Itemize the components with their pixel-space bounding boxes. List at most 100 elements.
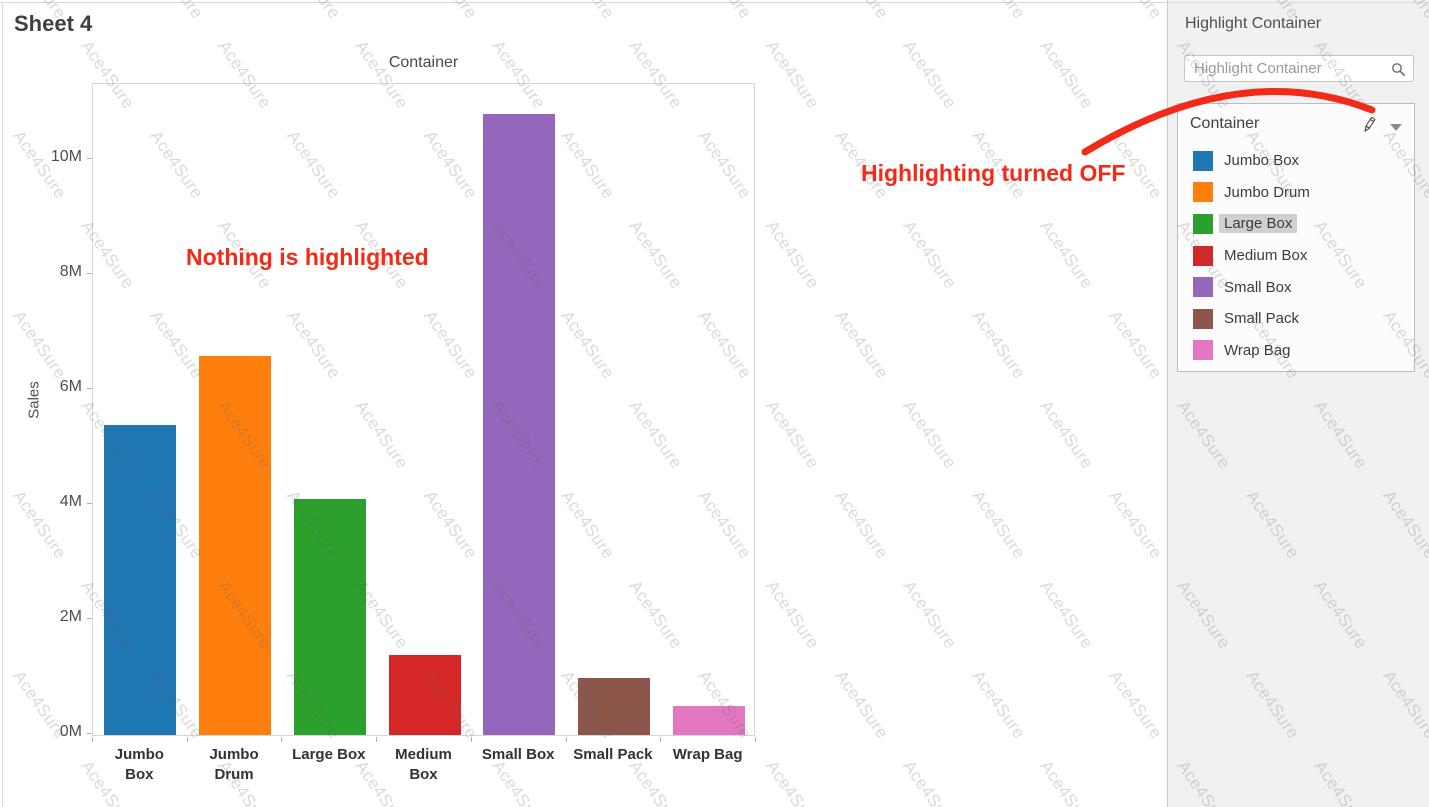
x-tick-mark: [281, 737, 283, 742]
bar-large-box[interactable]: [293, 499, 366, 735]
x-tick-mark: [660, 737, 662, 742]
watermark-text: Ace4Sure: [968, 487, 1030, 563]
watermark-text: Ace4Sure: [283, 0, 344, 23]
watermark-text: Ace4Sure: [762, 397, 824, 473]
watermark-text: Ace4Sure: [0, 757, 1, 807]
y-tick-label: 6M: [59, 378, 82, 395]
watermark-text: Ace4Sure: [762, 757, 824, 807]
x-axis-label-medium-box[interactable]: Medium Box: [395, 746, 452, 783]
x-axis-label-large-box[interactable]: Large Box: [292, 746, 366, 763]
y-tick-label: 4M: [59, 493, 82, 510]
watermark-text: Ace4Sure: [420, 0, 481, 23]
legend-title: Container: [1190, 115, 1260, 132]
x-tick-mark: [470, 737, 472, 742]
canvas-left-border: [2, 2, 3, 807]
watermark-text: Ace4Sure: [831, 487, 893, 563]
legend-item-jumbo-drum[interactable]: Jumbo Drum: [1178, 177, 1414, 209]
watermark-text: Ace4Sure: [1105, 0, 1166, 23]
watermark-text: Ace4Sure: [1036, 577, 1098, 653]
watermark-text: Ace4Sure: [146, 0, 207, 23]
watermark-text: Ace4Sure: [0, 217, 1, 293]
annotation-nothing-highlighted: Nothing is highlighted: [186, 244, 429, 270]
watermark-text: Ace4Sure: [899, 757, 961, 807]
x-axis-label-small-pack[interactable]: Small Pack: [573, 746, 653, 763]
watermark-text: Ace4Sure: [1036, 397, 1098, 473]
legend-item-medium-box[interactable]: Medium Box: [1178, 240, 1414, 272]
legend-swatch: [1193, 245, 1213, 266]
legend-item-small-pack[interactable]: Small Pack: [1178, 303, 1414, 335]
watermark-text: Ace4Sure: [9, 307, 71, 383]
y-tick-label: 8M: [59, 263, 82, 280]
sheet-title: Sheet 4: [14, 11, 93, 36]
legend-label: Jumbo Box: [1224, 152, 1300, 170]
y-tick-mark: [87, 733, 92, 734]
y-tick-mark: [87, 273, 92, 274]
legend-label: Small Pack: [1224, 310, 1300, 328]
legend-swatch: [1193, 182, 1213, 203]
watermark-text: Ace4Sure: [831, 0, 892, 23]
highlight-panel-title: Highlight Container: [1185, 15, 1322, 32]
watermark-text: Ace4Sure: [0, 397, 1, 473]
x-axis-label-small-box[interactable]: Small Box: [481, 746, 555, 763]
watermark-text: Ace4Sure: [762, 217, 824, 293]
watermark-text: Ace4Sure: [968, 667, 1030, 743]
watermark-text: Ace4Sure: [899, 577, 961, 653]
y-tick-mark: [87, 618, 92, 619]
legend-swatch: [1193, 150, 1213, 171]
watermark-text: Ace4Sure: [968, 0, 1029, 23]
watermark-text: Ace4Sure: [899, 397, 961, 473]
watermark-text: Ace4Sure: [557, 0, 618, 23]
legend-item-small-box[interactable]: Small Box: [1178, 271, 1414, 303]
pencil-icon[interactable]: [1360, 115, 1378, 135]
x-axis-label-wrap-bag[interactable]: Wrap Bag: [672, 746, 743, 763]
legend-items: Jumbo Box Jumbo Drum Large Box Medium Box Sm…: [1178, 145, 1414, 366]
magnifier-icon[interactable]: [1391, 62, 1406, 82]
watermark-text: Ace4Sure: [1036, 217, 1098, 293]
watermark-text: Ace4Sure: [1105, 307, 1167, 383]
bar-small-pack[interactable]: [577, 677, 650, 735]
watermark-text: Ace4Sure: [0, 577, 1, 653]
y-tick-label: 10M: [50, 148, 82, 165]
x-tick-mark: [376, 737, 378, 742]
legend-label: Wrap Bag: [1224, 341, 1291, 359]
legend-swatch: [1193, 308, 1213, 329]
legend-item-wrap-bag[interactable]: Wrap Bag: [1178, 335, 1414, 367]
y-tick-mark: [87, 158, 92, 159]
watermark-text: Ace4Sure: [1036, 757, 1098, 807]
legend-label: Small Box: [1224, 278, 1292, 296]
x-axis-label-jumbo-drum[interactable]: Jumbo Drum: [209, 746, 259, 783]
highlight-panel: Highlight Container Container: [1167, 0, 1429, 807]
watermark-text: Ace4Sure: [694, 0, 755, 23]
watermark-text: Ace4Sure: [899, 217, 961, 293]
y-tick-mark: [87, 503, 92, 504]
caret-down-icon[interactable]: [1390, 124, 1402, 131]
watermark-text: Ace4Sure: [762, 37, 824, 113]
chart-title: Container: [388, 54, 459, 71]
bar-jumbo-box[interactable]: [104, 424, 177, 735]
x-tick-mark: [186, 737, 188, 742]
legend-item-jumbo-box[interactable]: Jumbo Box: [1178, 145, 1414, 177]
watermark-text: Ace4Sure: [899, 37, 961, 113]
plot-area: [92, 83, 755, 736]
y-tick-label: 0M: [59, 723, 82, 740]
watermark-text: Ace4Sure: [762, 577, 824, 653]
x-tick-mark: [565, 737, 567, 742]
bar-medium-box[interactable]: [388, 654, 461, 735]
bar-wrap-bag[interactable]: [672, 706, 745, 735]
bar-jumbo-drum[interactable]: [199, 355, 272, 735]
legend-item-large-box[interactable]: Large Box: [1178, 208, 1414, 240]
bar-small-box[interactable]: [483, 114, 556, 735]
x-axis-label-jumbo-box[interactable]: Jumbo Box: [114, 746, 164, 783]
watermark-text: Ace4Sure: [831, 307, 893, 383]
legend-label: Medium Box: [1224, 247, 1308, 265]
watermark-text: Ace4Sure: [1105, 487, 1167, 563]
watermark-text: Ace4Sure: [831, 667, 893, 743]
legend-swatch: [1193, 213, 1213, 234]
watermark-text: Ace4Sure: [1036, 37, 1098, 113]
highlight-search-input[interactable]: [1185, 56, 1413, 81]
legend-label: Jumbo Drum: [1224, 183, 1310, 201]
highlight-search-box[interactable]: [1184, 55, 1414, 82]
legend-card: Container Jumbo Box Jumbo Drum Large Box Me…: [1177, 103, 1415, 372]
annotation-highlighting-off: Highlighting turned OFF: [861, 160, 1126, 186]
